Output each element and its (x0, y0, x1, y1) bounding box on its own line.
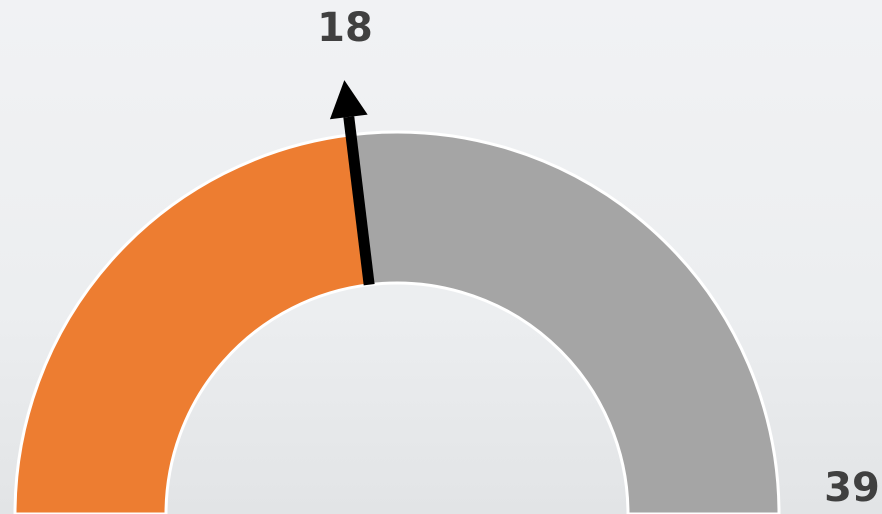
page: 18 39 (() => { const data = JSON.parse(d… (0, 0, 882, 514)
chart: 18 39 (0, 0, 882, 514)
max-label: 39 (824, 465, 880, 511)
value-label: 18 (317, 5, 373, 51)
